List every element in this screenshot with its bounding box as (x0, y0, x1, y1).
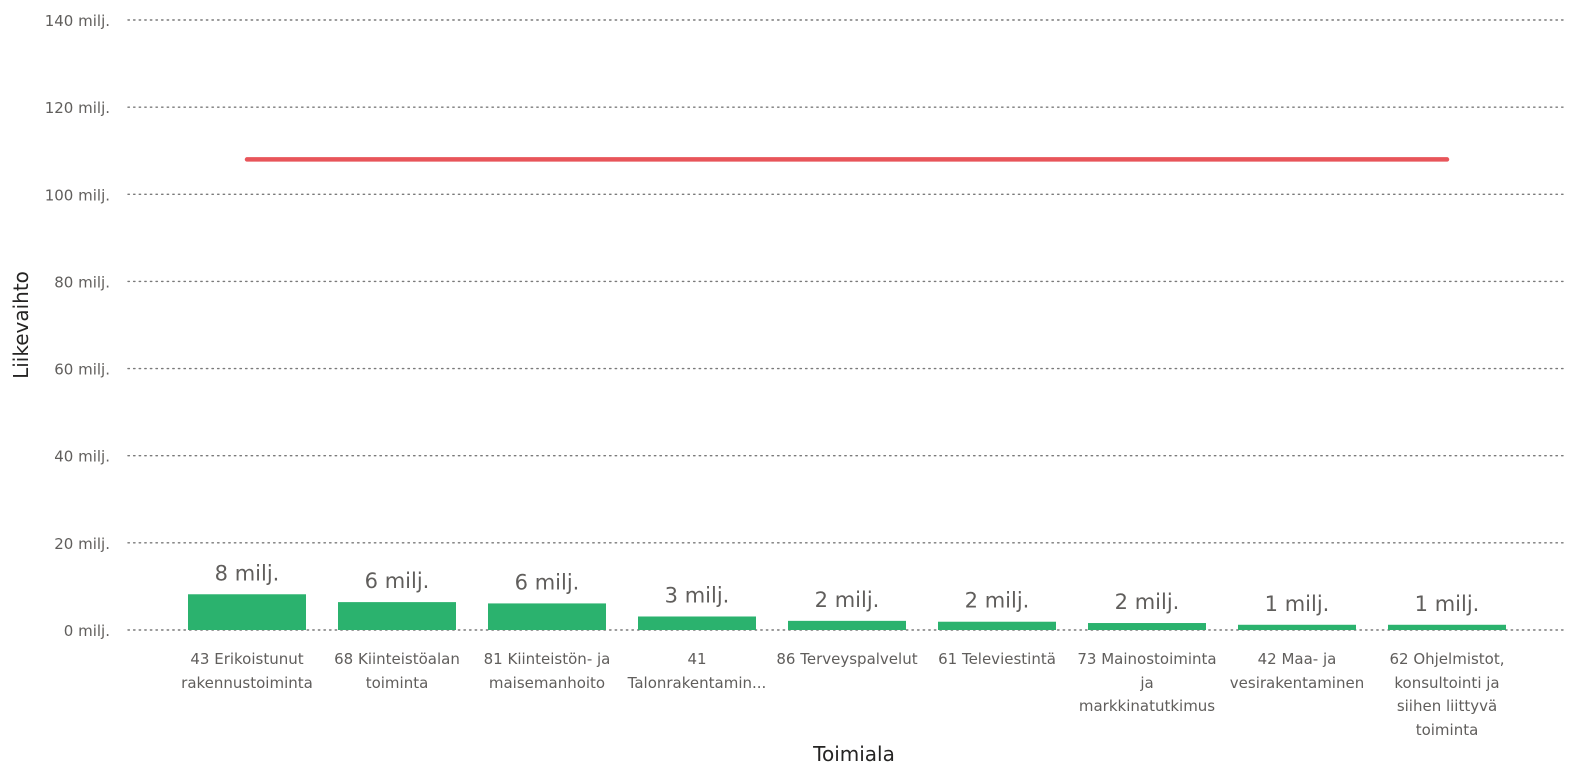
bar (488, 603, 606, 630)
y-tick-label: 60 milj. (54, 361, 110, 379)
data-label: 6 milj. (365, 569, 430, 593)
bar (788, 620, 906, 630)
data-label: 1 milj. (1415, 592, 1480, 616)
data-labels: 8 milj. 6 milj. 6 milj. 3 milj. 2 milj. 2 mil… (215, 561, 1480, 616)
data-label: 2 milj. (815, 588, 880, 612)
y-tick-label: 20 milj. (54, 535, 110, 553)
data-label: 2 milj. (1115, 590, 1180, 614)
y-tick-label: 140 milj. (45, 12, 110, 30)
gridlines (127, 19, 1567, 631)
data-label: 2 milj. (965, 589, 1030, 613)
x-tick-label: 61 Televiestintä (938, 650, 1056, 668)
bar (1238, 624, 1356, 630)
y-axis-title: Liikevaihto (9, 271, 33, 379)
bars (188, 594, 1506, 630)
data-label: 1 milj. (1265, 592, 1330, 616)
bar (188, 594, 306, 630)
bar (638, 616, 756, 630)
data-label: 3 milj. (665, 583, 730, 607)
x-tick-label: 81 Kiinteistön- ja maisemanhoito (483, 650, 611, 692)
bar (1088, 623, 1206, 630)
x-tick-label: 86 Terveyspalvelut (776, 650, 918, 668)
bar (338, 602, 456, 630)
y-tick-label: 80 milj. (54, 273, 110, 291)
x-tick-label: 42 Maa- ja vesirakentaminen (1229, 650, 1365, 692)
data-label: 6 milj. (515, 570, 580, 594)
y-tick-label: 40 milj. (54, 448, 110, 466)
x-tick-label: 41 Talonrakentamin... (627, 650, 767, 692)
y-axis-ticks: 0 milj. 20 milj. 40 milj. 60 milj. 80 milj. 1… (45, 12, 110, 640)
bar (938, 621, 1056, 630)
x-axis-title: Toimiala (812, 742, 895, 766)
x-tick-label: 73 Mainostoiminta ja markkinatutkimus (1077, 650, 1217, 715)
y-tick-label: 0 milj. (64, 622, 110, 640)
bar (1388, 624, 1506, 630)
x-tick-label: 68 Kiinteistöalan toiminta (334, 650, 460, 692)
y-tick-label: 120 milj. (45, 99, 110, 117)
x-tick-label: 62 Ohjelmistot, konsultointi ja siihen l… (1389, 650, 1505, 739)
y-tick-label: 100 milj. (45, 186, 110, 204)
data-label: 8 milj. (215, 561, 280, 585)
x-tick-label: 43 Erikoistunut rakennustoiminta (181, 650, 313, 692)
